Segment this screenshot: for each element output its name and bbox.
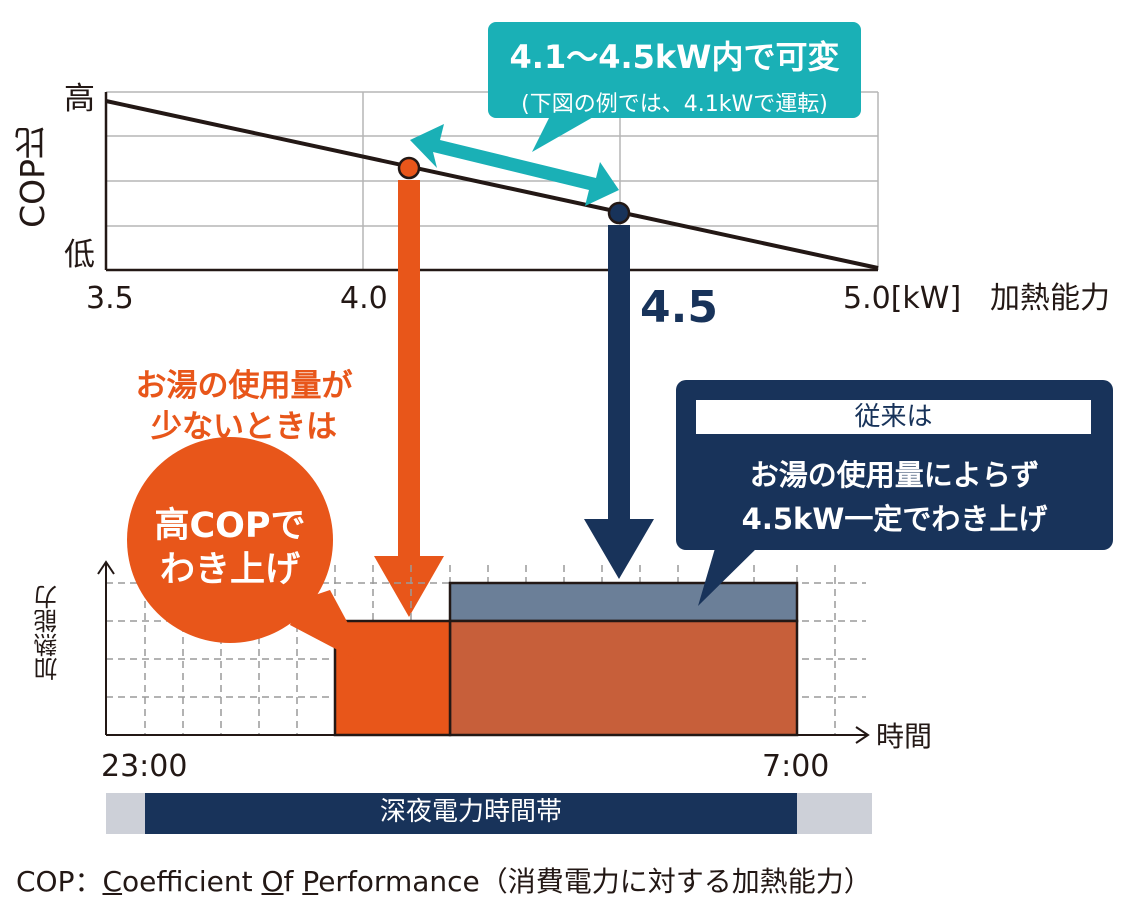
point-4-1 <box>397 156 421 180</box>
top-x-axis-title: 加熱能力 <box>990 281 1110 316</box>
navy-down-arrow <box>584 225 654 579</box>
top-x-tick-3-5: 3.5 <box>86 281 134 316</box>
top-x-tick-5-0: 5.0[kW] <box>843 281 962 316</box>
range-callout: 4.1〜4.5kW内で可変 (下図の例では、4.1kWで運転) <box>488 22 861 118</box>
top-y-axis-title: COP比 <box>13 126 52 228</box>
conventional-callout-header: 従来は <box>696 400 1091 434</box>
time-band-night <box>145 793 797 834</box>
high-cop-line2: わき上げ <box>159 549 300 590</box>
low-usage-line1: お湯の使用量が <box>135 368 353 404</box>
footnote-c: C <box>102 865 123 898</box>
range-callout-title: 4.1〜4.5kW内で可変 <box>509 38 840 76</box>
conventional-line1: お湯の使用量によらず <box>749 458 1040 492</box>
range-callout-tail <box>532 116 595 152</box>
top-y-high-label: 高 <box>64 81 95 117</box>
bottom-chart-axes <box>97 560 870 744</box>
top-chart-axes <box>104 92 878 272</box>
conventional-line2: 4.5kW一定でわき上げ <box>741 502 1048 536</box>
cop-line <box>105 99 879 270</box>
footnote-o-rest: f <box>283 865 303 898</box>
bottom-y-axis-title: 加熱能力 <box>34 585 62 681</box>
footnote: COP：Coefficient Of Performance（消費電力に対する加… <box>16 868 872 896</box>
top-y-low-label: 低 <box>64 237 95 273</box>
top-x-tick-4-0: 4.0 <box>340 281 388 316</box>
high-cop-bubble-text: 高COPで わき上げ <box>127 505 333 593</box>
footnote-prefix: COP： <box>16 865 103 898</box>
footnote-suffix: （消費電力に対する加熱能力） <box>479 865 872 898</box>
high-cop-line1: 高COPで <box>154 506 306 546</box>
range-double-arrow <box>410 124 619 206</box>
highlight-value-4-5: 4.5 <box>640 282 718 333</box>
bottom-x-axis-title: 時間 <box>876 720 933 753</box>
conventional-bar <box>448 581 799 623</box>
range-callout-subtitle: (下図の例では、4.1kWで運転) <box>521 92 828 117</box>
footnote-p-rest: erformance <box>318 865 480 898</box>
conventional-callout-tail <box>698 545 760 606</box>
footnote-p: P <box>302 865 319 898</box>
orange-down-arrow <box>374 180 444 617</box>
conventional-bar-lower <box>448 619 799 737</box>
bottom-x-start: 23:00 <box>101 749 188 784</box>
footnote-c-rest: oefficient <box>122 865 262 898</box>
footnote-o: O <box>261 865 284 898</box>
low-usage-line2: 少ないときは <box>151 408 337 445</box>
low-usage-note: お湯の使用量が 少ないときは <box>104 366 384 448</box>
point-4-5 <box>607 201 631 225</box>
bottom-x-end: 7:00 <box>762 749 830 784</box>
high-cop-bubble-shape <box>127 437 372 668</box>
time-band-label: 深夜電力時間帯 <box>379 797 562 827</box>
conventional-callout: 従来は お湯の使用量によらず 4.5kW一定でわき上げ <box>676 380 1113 550</box>
